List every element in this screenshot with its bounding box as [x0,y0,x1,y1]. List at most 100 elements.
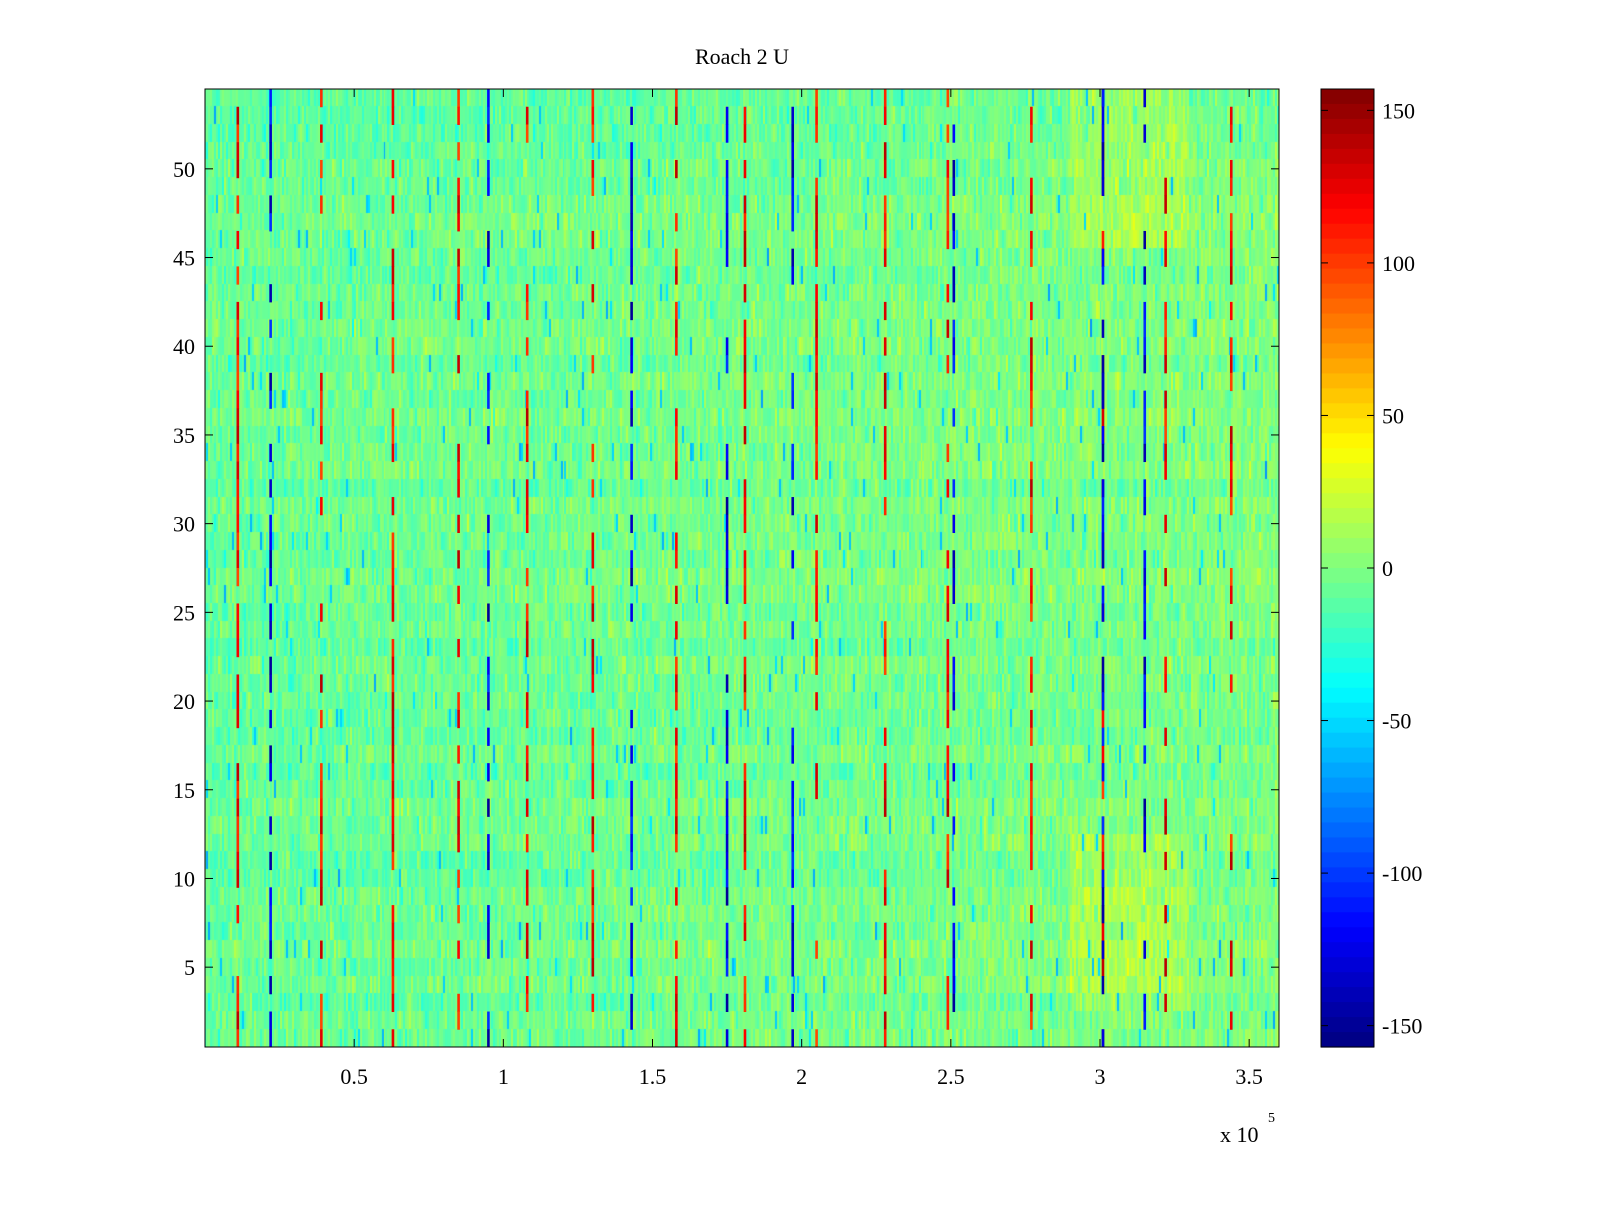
colorbar-band [1321,89,1374,105]
positive-stripe-segment [457,213,460,232]
colorbar-band [1321,987,1374,1003]
negative-stripe-segment [269,816,272,835]
positive-stripe-segment [1030,372,1033,392]
positive-stripe-segment [883,426,887,445]
positive-stripe-segment [1229,674,1233,693]
negative-stripe-segment [952,284,956,303]
negative-stripe-segment [725,940,729,959]
positive-stripe-segment [457,142,460,161]
positive-stripe-segment [391,284,395,303]
positive-stripe-segment [1229,426,1233,445]
colorbar-band [1321,642,1374,659]
positive-stripe-segment [883,763,887,782]
positive-stripe-segment [1164,355,1167,374]
negative-stripe-segment [487,905,490,924]
negative-stripe-segment [952,816,956,835]
negative-stripe-segment [725,727,729,746]
negative-stripe-segment [725,568,729,587]
positive-stripe-segment [815,89,818,108]
positive-stripe-segment [815,763,818,782]
positive-stripe-segment [525,124,529,143]
positive-stripe-segment [1164,993,1167,1013]
positive-stripe-segment [457,692,460,711]
negative-stripe-segment [725,159,729,179]
colorbar-band [1321,882,1374,898]
positive-stripe-segment [675,426,678,445]
positive-stripe-segment [1164,319,1167,338]
negative-stripe-segment [1101,514,1105,534]
positive-stripe-segment [236,816,240,835]
negative-stripe-segment [1143,550,1147,569]
negative-stripe-segment [1101,1029,1105,1048]
positive-stripe-segment [1229,177,1233,196]
negative-stripe-segment [725,337,729,356]
positive-stripe-segment [1030,656,1033,675]
negative-stripe-segment [725,993,729,1013]
negative-stripe-segment [1101,603,1105,622]
positive-stripe-segment [1164,851,1167,871]
negative-stripe-segment [1101,319,1105,338]
negative-stripe-segment [1101,443,1105,463]
negative-stripe-segment [630,142,633,161]
negative-stripe-segment [487,656,490,675]
negative-stripe-segment [487,727,490,746]
positive-stripe-segment [391,195,395,214]
positive-stripe-segment [1229,213,1233,232]
negative-stripe-segment [630,745,633,764]
positive-stripe-segment [1229,1011,1233,1030]
positive-stripe-segment [236,372,240,392]
negative-stripe-segment [791,958,795,977]
negative-stripe-segment [791,390,795,409]
positive-stripe-segment [743,993,747,1013]
positive-stripe-segment [525,603,529,622]
positive-stripe-segment [457,940,460,959]
negative-stripe-segment [269,1011,272,1030]
positive-stripe-segment [815,656,818,675]
colorbar-band [1321,972,1374,988]
positive-stripe-segment [815,692,818,711]
negative-stripe-segment [630,195,633,214]
heatmap-cells [205,89,1279,1047]
positive-stripe-segment [815,780,818,800]
positive-stripe-segment [815,301,818,321]
positive-stripe-segment [525,692,529,711]
positive-stripe-segment [457,106,460,125]
colorbar-band [1321,388,1374,404]
negative-stripe-segment [1101,142,1105,161]
positive-stripe-segment [236,497,240,516]
positive-stripe-segment [1101,780,1105,800]
negative-stripe-segment [487,550,490,569]
positive-stripe-segment [320,763,323,782]
positive-stripe-segment [320,195,323,214]
negative-stripe-segment [1143,426,1147,445]
negative-stripe-segment [791,266,795,285]
negative-stripe-segment [791,195,795,214]
negative-stripe-segment [725,816,729,835]
positive-stripe-segment [1101,408,1105,427]
colorbar-band [1321,508,1374,524]
positive-stripe-segment [525,763,529,782]
y-tick-label: 15 [173,778,195,803]
positive-stripe-segment [236,355,240,374]
positive-stripe-segment [1229,355,1233,374]
negative-stripe-segment [630,213,633,232]
colorbar-tick-label: -50 [1382,709,1411,734]
negative-stripe-segment [1143,390,1147,409]
positive-stripe-segment [815,124,818,143]
positive-stripe-segment [457,514,460,534]
positive-stripe-segment [1164,514,1167,534]
positive-stripe-segment [1030,763,1033,782]
negative-stripe-segment [952,674,956,693]
negative-stripe-segment [1101,905,1105,924]
positive-stripe-segment [236,195,240,214]
positive-stripe-segment [675,727,678,746]
positive-stripe-segment [320,798,323,817]
positive-stripe-segment [675,745,678,764]
x-tick-label: 3 [1095,1064,1106,1089]
positive-stripe-segment [391,692,395,711]
positive-stripe-segment [591,940,595,959]
positive-stripe-segment [883,248,887,267]
positive-stripe-segment [1101,922,1105,942]
positive-stripe-segment [743,851,747,871]
positive-stripe-segment [1164,568,1167,587]
